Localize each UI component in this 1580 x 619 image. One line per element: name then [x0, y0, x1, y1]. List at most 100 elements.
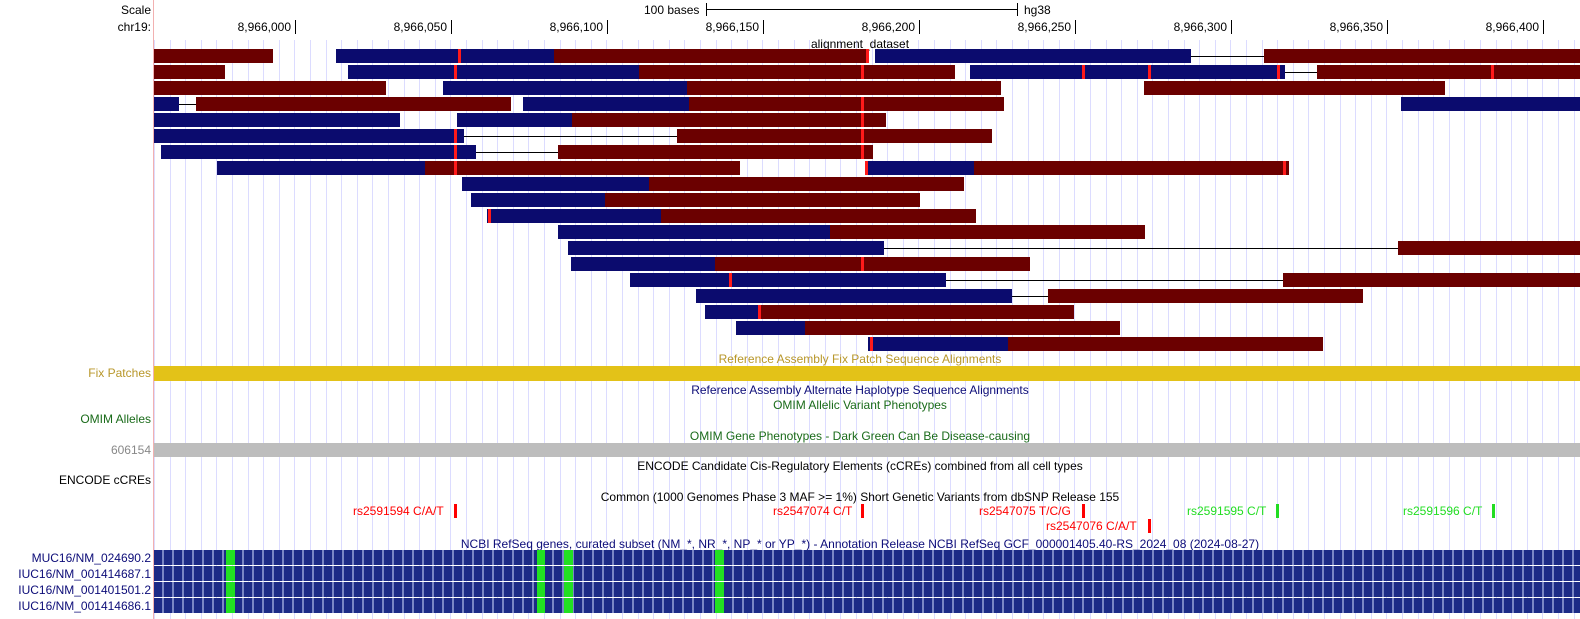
transcript-row-1[interactable] [154, 566, 1580, 581]
transcript-label-0[interactable]: MUC16/NM_024690.2 [31, 551, 151, 565]
read-block[interactable] [217, 161, 425, 175]
encode-ccres-label[interactable]: ENCODE cCREs [58, 473, 151, 487]
read-block[interactable] [425, 161, 740, 175]
read-block[interactable] [348, 65, 639, 79]
read-block[interactable] [471, 193, 605, 207]
track-canvas[interactable]: 100 bases hg38 8,966,000 8,966,050 8,966… [154, 0, 1580, 619]
transcript-row-2[interactable] [154, 582, 1580, 597]
snp-mark[interactable] [1276, 504, 1279, 518]
snp-mark[interactable] [1148, 519, 1151, 533]
ruler-tick [919, 20, 920, 34]
read-block[interactable] [568, 241, 884, 255]
gridline [482, 40, 483, 619]
read-block[interactable] [1398, 241, 1580, 255]
gridline [185, 40, 186, 619]
read-block[interactable] [154, 129, 464, 143]
gridline [669, 40, 670, 619]
read-block[interactable] [677, 129, 992, 143]
snp-mark[interactable] [861, 504, 864, 518]
read-block[interactable] [689, 97, 1004, 111]
transcript-label-2[interactable]: IUC16/NM_001401501.2 [18, 583, 151, 597]
read-block[interactable] [830, 225, 1145, 239]
read-block[interactable] [970, 65, 1285, 79]
read-block[interactable] [868, 337, 1008, 351]
read-block[interactable] [154, 65, 225, 79]
read-block[interactable] [571, 257, 715, 271]
ruler-position: 8,966,000 [237, 20, 291, 34]
read-block[interactable] [336, 49, 554, 63]
read-block[interactable] [805, 321, 1120, 335]
transcript-row-3[interactable] [154, 598, 1580, 613]
read-block[interactable] [523, 97, 689, 111]
read-gap-line [946, 280, 1283, 281]
snp-label[interactable]: rs2547075 T/C/G [979, 504, 1071, 518]
read-block[interactable] [1401, 97, 1580, 111]
read-block[interactable] [554, 49, 869, 63]
transcript-label-1[interactable]: IUC16/NM_001414687.1 [18, 567, 151, 581]
ruler-tick [763, 20, 764, 34]
read-block[interactable] [457, 113, 572, 127]
read-block[interactable] [639, 65, 955, 79]
omim-alleles-label[interactable]: OMIM Alleles [80, 412, 151, 426]
gridline [716, 40, 717, 619]
read-block[interactable] [705, 305, 759, 319]
read-block[interactable] [649, 177, 964, 191]
snp-label[interactable]: rs2591596 C/T [1403, 504, 1483, 518]
read-block[interactable] [558, 225, 830, 239]
read-block[interactable] [154, 49, 273, 63]
omim-gene-bar[interactable] [154, 443, 1580, 457]
read-block[interactable] [1008, 337, 1323, 351]
read-block[interactable] [443, 81, 687, 95]
read-block[interactable] [759, 305, 1074, 319]
read-block[interactable] [630, 273, 946, 287]
fix-patches-label[interactable]: Fix Patches [88, 366, 151, 380]
read-block[interactable] [605, 193, 920, 207]
transcript-label-3[interactable]: IUC16/NM_001414686.1 [18, 599, 151, 613]
read-block[interactable] [572, 113, 886, 127]
read-block[interactable] [696, 289, 1012, 303]
ruler-tick [451, 20, 452, 34]
read-block[interactable] [1317, 65, 1580, 79]
snp-label[interactable]: rs2547076 C/A/T [1046, 519, 1137, 533]
snp-label[interactable]: rs2591595 C/T [1187, 504, 1267, 518]
snp-label[interactable]: rs2547074 C/T [773, 504, 853, 518]
gridline [1355, 40, 1356, 619]
read-block[interactable] [154, 81, 386, 95]
mismatch-mark [861, 257, 864, 271]
ruler-tick [295, 20, 296, 34]
gridline [1340, 40, 1341, 619]
gridline [1324, 40, 1325, 619]
read-gap-line [1191, 56, 1264, 57]
read-block[interactable] [1283, 273, 1580, 287]
snp-label[interactable]: rs2591594 C/A/T [353, 504, 444, 518]
read-block[interactable] [866, 161, 974, 175]
read-block[interactable] [462, 177, 649, 191]
transcript-row-0[interactable] [154, 550, 1580, 565]
read-block[interactable] [875, 49, 1191, 63]
snp-mark[interactable] [1082, 504, 1085, 518]
read-block[interactable] [487, 209, 661, 223]
read-block[interactable] [196, 97, 511, 111]
omim-gene-id-label[interactable]: 606154 [110, 443, 151, 457]
read-block[interactable] [154, 97, 179, 111]
mismatch-mark [454, 129, 457, 143]
snp-mark[interactable] [454, 504, 457, 518]
read-block[interactable] [1144, 81, 1445, 95]
read-block[interactable] [736, 321, 805, 335]
fix-patch-bar[interactable] [154, 366, 1580, 381]
read-block[interactable] [154, 113, 400, 127]
gridline [357, 40, 358, 619]
mismatch-mark [861, 97, 864, 111]
read-block[interactable] [161, 145, 476, 159]
snp-mark[interactable] [1492, 504, 1495, 518]
read-block[interactable] [661, 209, 976, 223]
read-block[interactable] [1264, 49, 1580, 63]
read-block[interactable] [687, 81, 1001, 95]
read-block[interactable] [715, 257, 1030, 271]
gridline [1215, 40, 1216, 619]
read-block[interactable] [558, 145, 873, 159]
read-block[interactable] [974, 161, 1289, 175]
gridline [1137, 40, 1138, 619]
read-block[interactable] [1048, 289, 1363, 303]
